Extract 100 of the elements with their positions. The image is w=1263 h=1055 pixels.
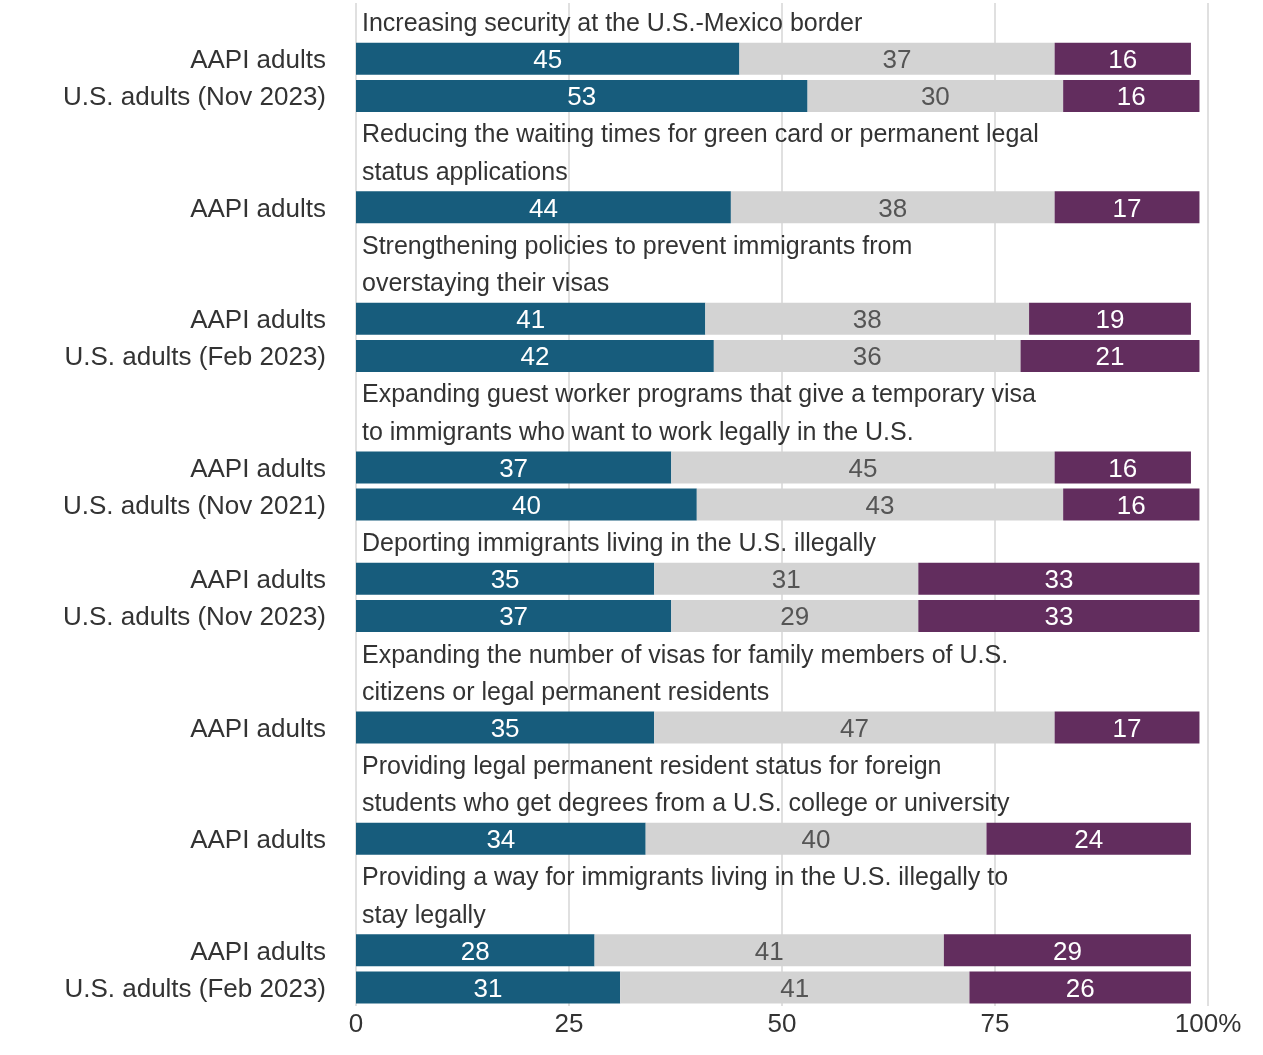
data-label: 29 bbox=[1052, 935, 1082, 966]
y-tick-label: AAPI adults bbox=[190, 452, 326, 483]
data-label: 40 bbox=[511, 489, 541, 520]
x-tick-label: 25 bbox=[554, 1008, 584, 1039]
bar bbox=[986, 822, 1191, 855]
bar bbox=[356, 971, 621, 1004]
data-label: 37 bbox=[499, 452, 529, 483]
data-label: 31 bbox=[771, 564, 801, 595]
data-label: 30 bbox=[920, 81, 950, 112]
bar bbox=[918, 562, 1200, 595]
bar bbox=[1054, 451, 1191, 484]
data-label: 29 bbox=[780, 601, 810, 632]
x-tick-label: 50 bbox=[767, 1008, 797, 1039]
bar bbox=[943, 934, 1191, 967]
bar bbox=[1054, 711, 1200, 744]
bar bbox=[696, 488, 1064, 521]
data-label: 35 bbox=[490, 712, 520, 743]
data-label: 36 bbox=[852, 341, 882, 372]
annotation: Increasing security at the U.S.-Mexico border bbox=[362, 7, 863, 38]
data-label: 33 bbox=[1044, 564, 1074, 595]
data-label: 37 bbox=[882, 43, 912, 74]
annotation: Deporting immigrants living in the U.S. illegally bbox=[362, 527, 877, 559]
bar bbox=[739, 42, 1055, 75]
data-label: 42 bbox=[520, 341, 550, 372]
bar bbox=[645, 822, 987, 855]
data-label: 45 bbox=[533, 43, 563, 74]
data-label: 19 bbox=[1095, 304, 1125, 335]
bar bbox=[1063, 488, 1200, 521]
y-tick-label: U.S. adults (Feb 2023) bbox=[64, 972, 326, 1003]
bar bbox=[705, 302, 1030, 335]
data-label: 28 bbox=[460, 935, 490, 966]
data-label: 38 bbox=[878, 192, 908, 223]
bar bbox=[356, 451, 672, 484]
y-tick-label: AAPI adults bbox=[190, 824, 326, 855]
bar bbox=[807, 79, 1064, 112]
data-label: 26 bbox=[1065, 972, 1095, 1003]
y-tick-label: AAPI adults bbox=[190, 303, 326, 334]
bar bbox=[654, 562, 919, 595]
bar bbox=[1029, 302, 1191, 335]
data-label: 17 bbox=[1112, 192, 1142, 223]
bar bbox=[356, 488, 697, 521]
data-label: 40 bbox=[801, 824, 831, 855]
bar bbox=[1054, 191, 1200, 224]
bar bbox=[969, 971, 1191, 1004]
bar bbox=[356, 711, 655, 744]
data-label: 53 bbox=[567, 81, 597, 112]
bar bbox=[356, 302, 706, 335]
bar bbox=[356, 599, 672, 632]
data-label: 43 bbox=[865, 489, 895, 520]
y-tick-label: U.S. adults (Nov 2023) bbox=[62, 601, 326, 632]
data-label: 41 bbox=[780, 972, 810, 1003]
bar bbox=[594, 934, 944, 967]
annotation: Expanding the number of visas for family members of U.S. citizens or legal permanent residents bbox=[362, 638, 1009, 707]
bar bbox=[730, 191, 1055, 224]
annotation: Providing legal permanent resident status for foreign students who get degrees from a U.S. college or university bbox=[362, 749, 1010, 819]
bar bbox=[671, 451, 1055, 484]
data-label: 16 bbox=[1116, 489, 1146, 520]
data-label: 16 bbox=[1116, 81, 1146, 112]
data-label: 31 bbox=[473, 972, 503, 1003]
x-tick-label: 100% bbox=[1174, 1008, 1242, 1039]
y-tick-label: AAPI adults bbox=[190, 712, 326, 743]
data-label: 47 bbox=[839, 712, 869, 743]
x-tick-label: 75 bbox=[980, 1008, 1010, 1039]
data-label: 21 bbox=[1095, 341, 1125, 372]
annotation: Expanding guest worker programs that give a temporary visa to immigrants who want to work legally in the U.S. bbox=[362, 378, 1036, 447]
data-label: 35 bbox=[490, 564, 520, 595]
y-tick-label: U.S. adults (Feb 2023) bbox=[64, 341, 326, 372]
bar bbox=[654, 711, 1055, 744]
data-label: 24 bbox=[1074, 824, 1104, 855]
data-label: 44 bbox=[528, 192, 558, 223]
data-label: 16 bbox=[1108, 452, 1138, 483]
data-label: 33 bbox=[1044, 601, 1074, 632]
bar bbox=[1063, 79, 1200, 112]
y-tick-label: AAPI adults bbox=[190, 192, 326, 223]
data-label: 17 bbox=[1112, 712, 1142, 743]
data-label: 41 bbox=[516, 304, 546, 335]
bar bbox=[1054, 42, 1191, 75]
x-tick-label: 0 bbox=[348, 1008, 364, 1039]
data-label: 38 bbox=[852, 304, 882, 335]
bar bbox=[918, 599, 1200, 632]
y-tick-label: AAPI adults bbox=[190, 43, 326, 74]
bar bbox=[356, 934, 595, 967]
bar bbox=[713, 339, 1021, 372]
y-tick-label: U.S. adults (Nov 2021) bbox=[62, 489, 326, 520]
y-tick-label: AAPI adults bbox=[190, 935, 326, 966]
y-tick-label: U.S. adults (Nov 2023) bbox=[62, 81, 326, 112]
bar bbox=[356, 42, 740, 75]
bar bbox=[356, 191, 731, 224]
data-label: 16 bbox=[1108, 43, 1138, 74]
bar bbox=[620, 971, 970, 1004]
data-label: 34 bbox=[486, 824, 516, 855]
bar bbox=[671, 599, 919, 632]
annotation: Strengthening policies to prevent immigrants from overstaying their visas bbox=[362, 229, 913, 298]
bar bbox=[1020, 339, 1200, 372]
bar bbox=[356, 822, 646, 855]
data-label: 37 bbox=[499, 601, 529, 632]
y-tick-label: AAPI adults bbox=[190, 564, 326, 595]
bar bbox=[356, 562, 655, 595]
data-label: 41 bbox=[754, 935, 784, 966]
annotation: Providing a way for immigrants living in the U.S. illegally to stay legally bbox=[362, 861, 1009, 930]
